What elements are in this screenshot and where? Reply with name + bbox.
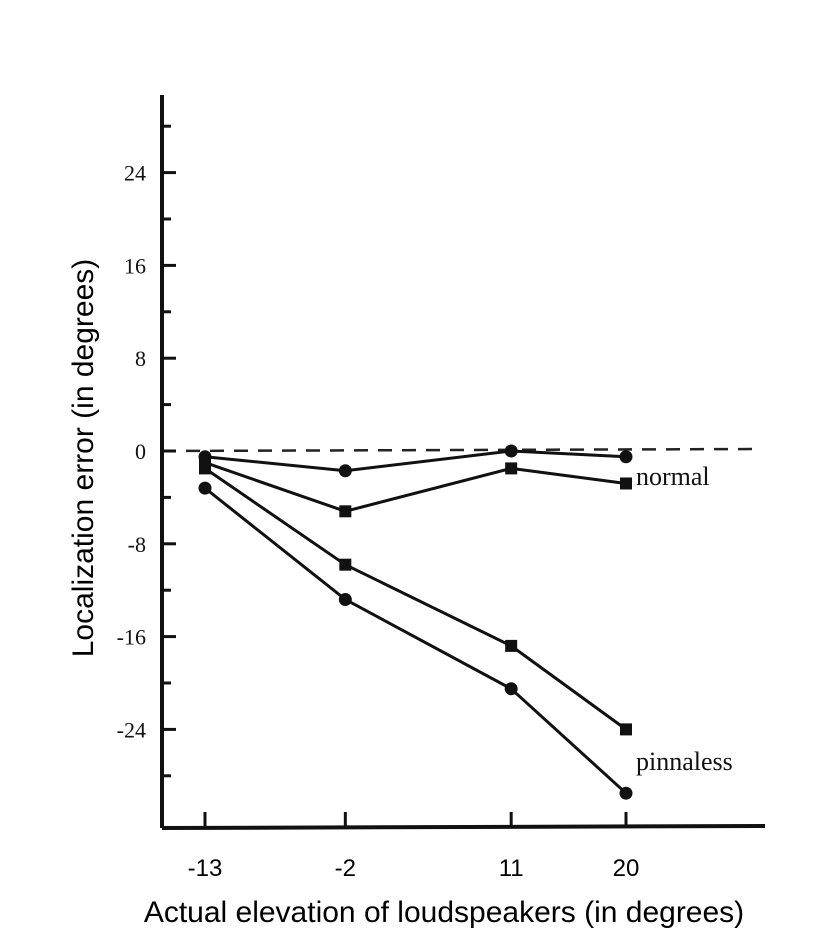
data-point (338, 464, 352, 478)
data-point (619, 786, 633, 800)
x-tick-label: 11 (499, 855, 524, 882)
y-tick-label: 0 (135, 439, 146, 464)
data-point (199, 462, 211, 475)
data-point (620, 723, 632, 736)
y-tick-label: -24 (117, 717, 146, 742)
data-point (339, 505, 352, 518)
data-point (504, 682, 518, 696)
series-pinnaless-2 (199, 462, 632, 736)
series-line (204, 486, 628, 795)
y-tick-label: -8 (128, 532, 146, 557)
series (198, 444, 633, 800)
data-point (504, 444, 518, 458)
series-line (204, 449, 627, 473)
series-pinnaless-3 (198, 481, 633, 800)
data-point (620, 477, 632, 490)
y-tick-label: -16 (117, 625, 146, 650)
x-ticks: -13 -2 11 20 (188, 812, 640, 882)
y-tick-label: 8 (135, 346, 146, 371)
y-axis-title: Localization error (in degrees) (67, 259, 100, 658)
x-tick-label: -13 (188, 855, 223, 882)
data-point (338, 592, 352, 606)
series-line (204, 461, 627, 513)
axes (160, 95, 766, 830)
x-tick-label: -2 (335, 855, 356, 882)
data-point (505, 462, 518, 475)
series-label-normal: normal (636, 462, 710, 491)
series-line (204, 467, 627, 731)
data-point (198, 481, 212, 495)
series-label-pinnaless: pinnaless (636, 747, 733, 776)
y-tick-label: 24 (124, 161, 146, 186)
y-tick-label: 16 (124, 253, 146, 278)
x-axis (161, 824, 766, 830)
data-point (339, 558, 352, 571)
zero-reference-line (161, 447, 761, 453)
data-point (505, 639, 518, 652)
y-ticks: 24 16 8 0 -8 -16 -24 (117, 124, 176, 778)
series-labels: normal pinnaless (636, 462, 733, 776)
x-axis-title: Actual elevation of loudspeakers (in deg… (144, 896, 744, 929)
reference-line-layer (161, 447, 761, 453)
data-point (619, 450, 633, 464)
series-normal-1 (199, 456, 632, 518)
x-tick-label: 20 (613, 855, 640, 882)
